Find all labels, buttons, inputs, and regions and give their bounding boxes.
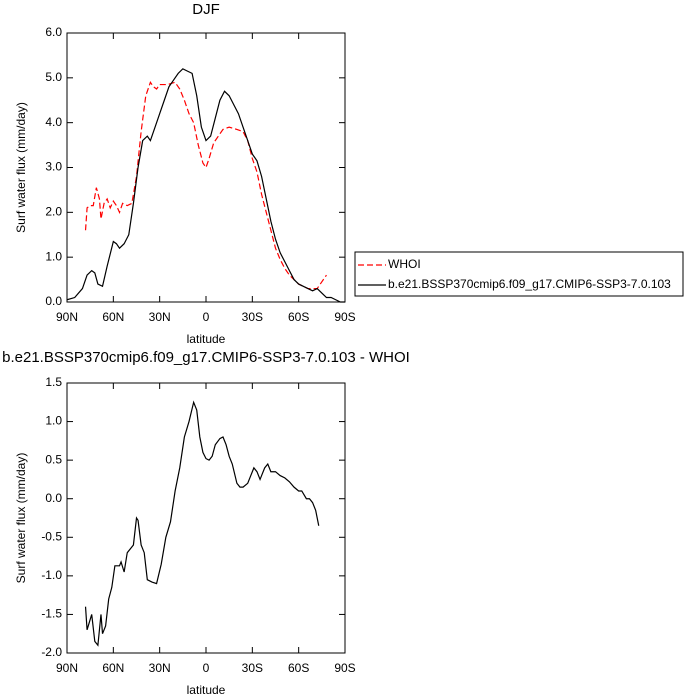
x-axis-title: latitude xyxy=(187,683,226,697)
y-tick-label: -2.0 xyxy=(41,645,62,659)
legend-label: WHOI xyxy=(388,257,421,271)
x-tick-label: 30N xyxy=(149,310,171,324)
y-tick-label: 0.0 xyxy=(45,294,62,308)
y-axis-title: Surf water flux (mm/day) xyxy=(14,102,28,233)
chart-title: DJF xyxy=(192,1,220,18)
y-tick-label: 1.5 xyxy=(45,375,62,389)
x-tick-label: 60S xyxy=(288,661,309,675)
x-tick-label: 30S xyxy=(242,661,263,675)
x-tick-label: 0 xyxy=(203,310,210,324)
y-axis-title: Surf water flux (mm/day) xyxy=(14,453,28,584)
y-tick-label: 3.0 xyxy=(45,160,62,174)
x-tick-label: 30S xyxy=(242,310,263,324)
y-tick-label: 6.0 xyxy=(45,25,62,39)
x-tick-label: 90N xyxy=(56,661,78,675)
x-tick-label: 60N xyxy=(102,310,124,324)
data-line xyxy=(84,80,327,290)
plot-frame xyxy=(66,382,346,654)
y-tick-label: 5.0 xyxy=(45,70,62,84)
data-line xyxy=(84,400,320,647)
y-tick-label: -1.0 xyxy=(41,568,62,582)
legend-box xyxy=(354,251,684,297)
y-tick-label: 2.0 xyxy=(45,205,62,219)
y-tick-label: 1.0 xyxy=(45,414,62,428)
y-tick-label: 1.0 xyxy=(45,249,62,263)
y-tick-label: 0.0 xyxy=(45,491,62,505)
x-tick-label: 90S xyxy=(334,661,355,675)
legend-label: b.e21.BSSP370cmip6.f09_g17.CMIP6-SSP3-7.… xyxy=(388,277,671,291)
y-tick-label: 4.0 xyxy=(45,115,62,129)
x-tick-label: 90N xyxy=(56,310,78,324)
y-tick-label: -0.5 xyxy=(41,529,62,543)
x-tick-label: 90S xyxy=(334,310,355,324)
data-line xyxy=(66,68,345,303)
y-tick-label: 0.5 xyxy=(45,452,62,466)
y-tick-label: -1.5 xyxy=(41,607,62,621)
x-tick-label: 0 xyxy=(203,661,210,675)
chart-title: b.e21.BSSP370cmip6.f09_g17.CMIP6-SSP3-7.… xyxy=(2,349,410,366)
x-tick-label: 60S xyxy=(288,310,309,324)
x-axis-title: latitude xyxy=(187,332,226,346)
x-tick-label: 30N xyxy=(149,661,171,675)
x-tick-label: 60N xyxy=(102,661,124,675)
